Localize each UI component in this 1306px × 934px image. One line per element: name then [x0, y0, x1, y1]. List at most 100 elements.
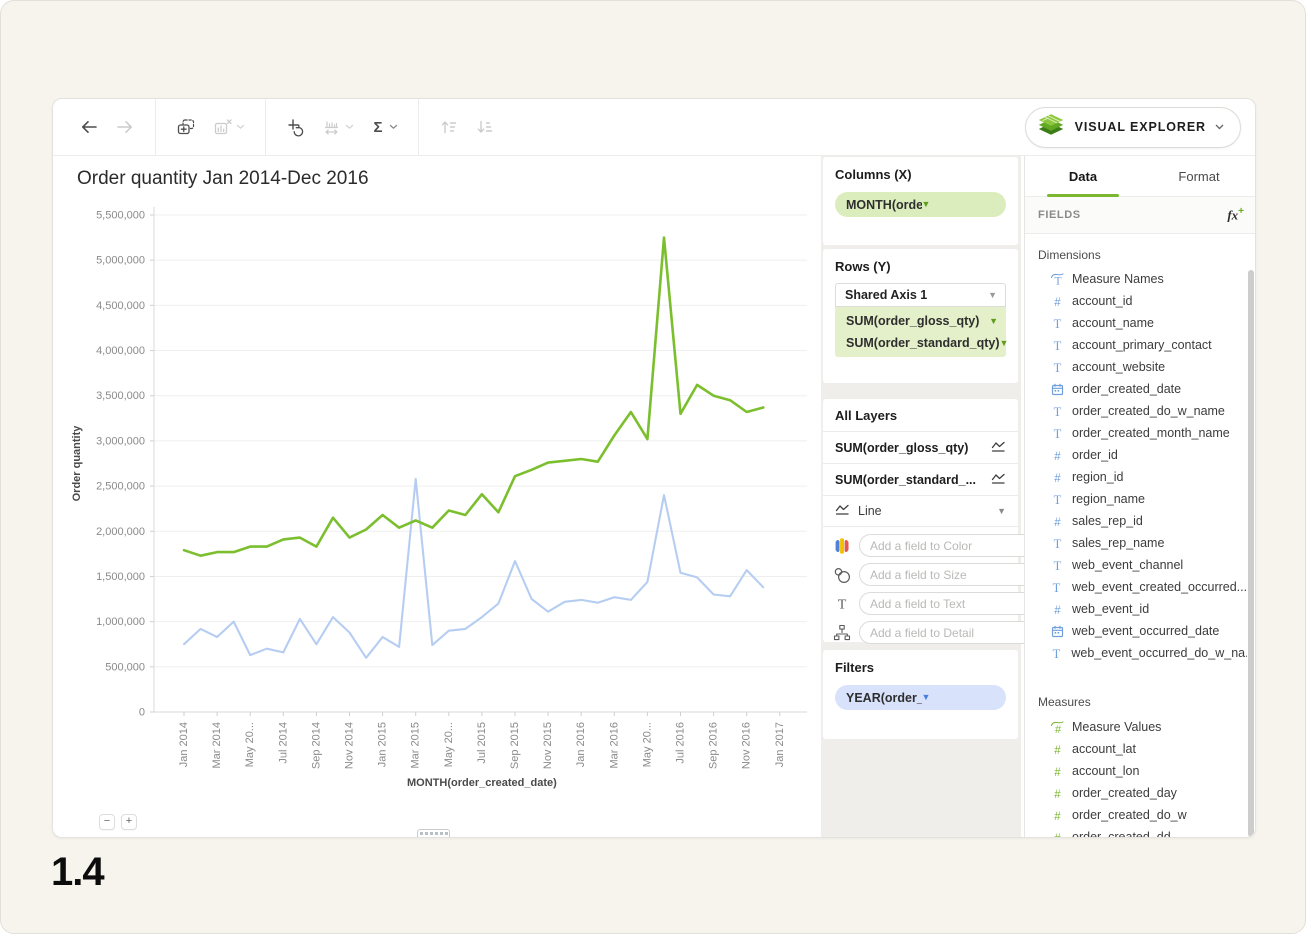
mark-type-select[interactable]: Line ▼ — [823, 496, 1018, 527]
svg-text:T: T — [1053, 427, 1061, 440]
layer-row-gloss[interactable]: SUM(order_gloss_qty) — [823, 432, 1018, 464]
measure-field-account-lat[interactable]: #account_lat — [1025, 738, 1247, 760]
svg-text:#: # — [1054, 605, 1061, 616]
visual-explorer-button[interactable]: VISUAL EXPLORER — [1025, 107, 1241, 148]
svg-text:Jan 2015: Jan 2015 — [377, 722, 389, 767]
svg-text:T: T — [1053, 537, 1061, 550]
toolbar-button-groups: Σ — [71, 99, 503, 155]
measure-values-icon: # — [1050, 720, 1064, 734]
measures-list: #Measure Values#account_lat#account_lon#… — [1025, 716, 1247, 838]
svg-text:4,500,000: 4,500,000 — [96, 300, 145, 312]
svg-text:T: T — [1053, 647, 1061, 660]
svg-text:1,500,000: 1,500,000 — [96, 571, 145, 583]
number-icon: # — [1050, 295, 1064, 308]
date-icon — [1050, 625, 1064, 638]
add-field-to-size-input[interactable] — [859, 563, 1036, 586]
dimension-field-web-event-channel[interactable]: Tweb_event_channel — [1025, 554, 1247, 576]
sigma-button[interactable]: Σ — [362, 111, 406, 143]
number-green-icon: # — [1050, 787, 1064, 800]
visual-explorer-label: VISUAL EXPLORER — [1075, 120, 1206, 134]
zoom-out-button[interactable]: − — [99, 814, 115, 830]
add-field-to-detail-input[interactable] — [859, 621, 1036, 644]
panel-resize-handle[interactable] — [417, 829, 450, 838]
dimension-field-region-id[interactable]: #region_id — [1025, 466, 1247, 488]
svg-text:Mar 2014: Mar 2014 — [211, 722, 223, 768]
columns-shelf-title: Columns (X) — [835, 167, 1006, 182]
svg-text:Jul 2014: Jul 2014 — [277, 722, 289, 764]
dimension-field-account-name[interactable]: Taccount_name — [1025, 312, 1247, 334]
dimension-field-measure-names[interactable]: TMeasure Names — [1025, 268, 1247, 290]
sort-descending-button[interactable] — [467, 111, 503, 143]
filter-pill-year-order-created-date[interactable]: YEAR(order_created_date) ▼ — [835, 685, 1006, 710]
add-field-to-color-input[interactable] — [859, 534, 1036, 557]
duplicate-chart-button[interactable] — [168, 111, 205, 143]
shelf-column: Columns (X) MONTH(order_created_d... ▼ R… — [821, 156, 1021, 838]
shared-axis-dropdown[interactable]: Shared Axis 1 ▼ — [835, 283, 1006, 307]
measure-field-measure-values[interactable]: #Measure Values — [1025, 716, 1247, 738]
svg-text:0: 0 — [139, 707, 145, 719]
y-axis-title: Order quantity — [71, 425, 83, 502]
svg-text:Mar 2016: Mar 2016 — [608, 722, 620, 768]
page-background: Σ VISUAL EXPLORER Order quantity Jan 201… — [0, 0, 1306, 934]
measure-field-order-created-dd[interactable]: #order_created_dd — [1025, 826, 1247, 838]
measure-field-order-created-day[interactable]: #order_created_day — [1025, 782, 1247, 804]
toolbar-separator — [418, 99, 419, 156]
tab-format[interactable]: Format — [1141, 156, 1256, 196]
svg-text:Jan 2017: Jan 2017 — [774, 722, 786, 767]
measure-field-order-created-do-w[interactable]: #order_created_do_w — [1025, 804, 1247, 826]
add-field-to-text-input[interactable] — [859, 592, 1036, 615]
fields-sidebar: Data Format FIELDS fx+ Dimensions TMeasu… — [1024, 156, 1256, 838]
rows-pill-sum-order-standard-qty[interactable]: SUM(order_standard_qty) ▼ — [835, 332, 1006, 354]
text-icon: T — [1050, 427, 1064, 440]
measure-field-account-lon[interactable]: #account_lon — [1025, 760, 1247, 782]
line-chart-icon — [991, 440, 1006, 456]
dimension-field-web-event-occurred-do-w-na-[interactable]: Tweb_event_occurred_do_w_na... — [1025, 642, 1247, 664]
bar-size-button[interactable] — [314, 111, 362, 143]
x-axis-title: MONTH(order_created_date) — [407, 777, 557, 789]
columns-pill-month-order-created-date[interactable]: MONTH(order_created_d... ▼ — [835, 192, 1006, 217]
dimension-field-account-primary-contact[interactable]: Taccount_primary_contact — [1025, 334, 1247, 356]
svg-text:#: # — [1054, 517, 1061, 528]
sort-ascending-button[interactable] — [431, 111, 467, 143]
dimension-field-web-event-id[interactable]: #web_event_id — [1025, 598, 1247, 620]
dimension-field-order-created-month-name[interactable]: Torder_created_month_name — [1025, 422, 1247, 444]
text-icon: T — [1050, 317, 1064, 330]
swap-axes-button[interactable] — [278, 111, 314, 143]
remove-chart-button[interactable] — [205, 111, 253, 143]
rows-pill-sum-order-gloss-qty[interactable]: SUM(order_gloss_qty) ▼ — [835, 310, 1006, 332]
toolbar: Σ VISUAL EXPLORER — [53, 99, 1255, 156]
layer-row-standard[interactable]: SUM(order_standard_... — [823, 464, 1018, 496]
dimension-field-order-created-date[interactable]: order_created_date — [1025, 378, 1247, 400]
visual-explorer-window: Σ VISUAL EXPLORER Order quantity Jan 201… — [52, 98, 1256, 838]
zoom-in-button[interactable]: + — [121, 814, 137, 830]
dimension-field-order-id[interactable]: #order_id — [1025, 444, 1247, 466]
dimension-field-web-event-occurred-date[interactable]: web_event_occurred_date — [1025, 620, 1247, 642]
arrow-right-button[interactable] — [107, 111, 143, 143]
dimensions-list: TMeasure Names#account_idTaccount_nameTa… — [1025, 268, 1247, 664]
measures-section-label: Measures — [1038, 695, 1091, 709]
number-green-icon: # — [1050, 809, 1064, 822]
dimension-field-account-id[interactable]: #account_id — [1025, 290, 1247, 312]
arrow-left-button[interactable] — [71, 111, 107, 143]
text-icon: T — [1050, 581, 1064, 594]
text-icon: T — [1050, 493, 1064, 506]
svg-text:May 20...: May 20... — [244, 722, 256, 767]
svg-text:4,000,000: 4,000,000 — [96, 345, 145, 357]
dimension-field-web-event-created-occurred-[interactable]: Tweb_event_created_occurred... — [1025, 576, 1247, 598]
svg-text:5,500,000: 5,500,000 — [96, 210, 145, 222]
dimension-field-region-name[interactable]: Tregion_name — [1025, 488, 1247, 510]
add-calculated-field-button[interactable]: fx+ — [1227, 206, 1244, 223]
version-label: 1.4 — [51, 850, 104, 895]
svg-text:Jul 2015: Jul 2015 — [476, 722, 488, 764]
tab-data[interactable]: Data — [1025, 156, 1141, 196]
measures-scrollbar[interactable] — [1248, 718, 1254, 837]
svg-text:Nov 2015: Nov 2015 — [542, 722, 554, 769]
dimension-field-order-created-do-w-name[interactable]: Torder_created_do_w_name — [1025, 400, 1247, 422]
chevron-down-icon: ▼ — [988, 291, 997, 300]
svg-text:Jul 2016: Jul 2016 — [675, 722, 687, 764]
dimension-field-sales-rep-name[interactable]: Tsales_rep_name — [1025, 532, 1247, 554]
dimension-field-account-website[interactable]: Taccount_website — [1025, 356, 1247, 378]
svg-text:T: T — [1053, 361, 1061, 374]
svg-text:2,000,000: 2,000,000 — [96, 526, 145, 538]
dimension-field-sales-rep-id[interactable]: #sales_rep_id — [1025, 510, 1247, 532]
